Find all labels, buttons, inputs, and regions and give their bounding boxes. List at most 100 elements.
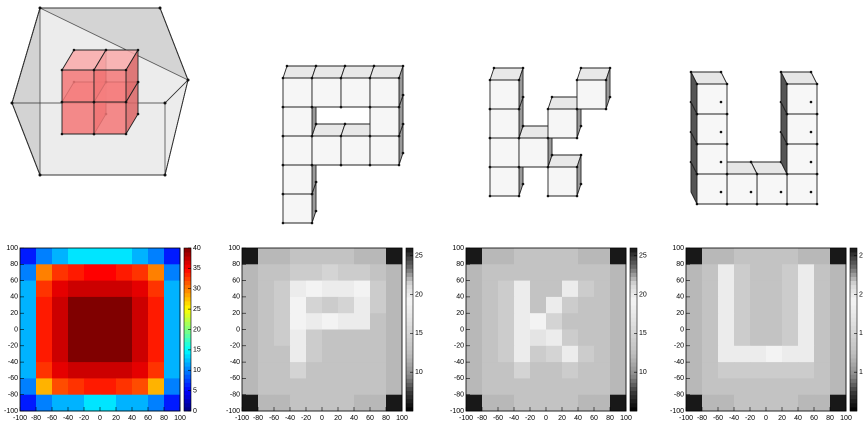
heat-cell <box>164 362 180 379</box>
vertex <box>547 166 550 169</box>
cube-front <box>697 84 727 114</box>
colorbar-step <box>184 256 191 260</box>
cube-front <box>519 138 548 167</box>
heat-cell <box>718 395 734 412</box>
x-tick-label: -20 <box>745 415 755 422</box>
heat-cell <box>322 378 338 395</box>
heat-cell <box>594 281 610 298</box>
heat-cell <box>68 362 84 379</box>
colorbar-step <box>406 382 413 386</box>
colorbar-step <box>184 321 191 325</box>
heat-cell <box>20 362 36 379</box>
heat-cell <box>338 330 354 347</box>
heat-cell <box>290 313 306 330</box>
heat-cell <box>338 395 354 412</box>
vertex <box>726 83 729 86</box>
colorbar-step <box>406 325 413 329</box>
y-tick-label: 20 <box>676 310 684 317</box>
heat-cell <box>386 346 402 363</box>
x-tick-label: 40 <box>350 415 358 422</box>
heat-cell <box>798 313 814 330</box>
heat-cell <box>562 248 578 265</box>
heat-cell <box>164 248 180 265</box>
colorbar-step <box>850 260 857 264</box>
y-tick-label: -80 <box>454 392 464 399</box>
heat-cell <box>370 346 386 363</box>
heat-cell <box>370 395 386 412</box>
vertex <box>398 135 401 138</box>
vertex <box>576 79 579 82</box>
y-tick-label: 0 <box>236 326 240 333</box>
vertex <box>720 191 723 194</box>
vertex <box>315 65 318 68</box>
colorbar-step <box>406 374 413 378</box>
heat-cell <box>306 378 322 395</box>
heat-cell <box>306 281 322 298</box>
heat-cell <box>610 313 626 330</box>
vertex <box>551 96 554 99</box>
heat-cell <box>830 248 846 265</box>
heat-cell <box>164 378 180 395</box>
heat-cell <box>354 297 370 314</box>
vertex <box>726 143 729 146</box>
heat-cell <box>610 281 626 298</box>
cube-front <box>697 114 727 144</box>
colorbar-step <box>184 289 191 293</box>
colorbar-step <box>850 305 857 309</box>
colorbar-step <box>184 362 191 366</box>
heat-cell <box>514 264 530 281</box>
heat-cell <box>52 313 68 330</box>
heat-cell <box>610 330 626 347</box>
colorbar-step <box>406 256 413 260</box>
heat-cell <box>578 346 594 363</box>
vertex <box>720 71 723 74</box>
heat-cell <box>148 395 164 412</box>
cube-front <box>94 70 126 102</box>
heat-cell <box>132 297 148 314</box>
heat-cell <box>466 248 482 265</box>
x-tick-label: -80 <box>477 415 487 422</box>
colorbar-step <box>406 285 413 289</box>
heat-cell <box>610 248 626 265</box>
heat-cell <box>386 362 402 379</box>
colorbar-step <box>184 268 191 272</box>
vertex <box>609 96 612 99</box>
colorbar-step <box>184 272 191 276</box>
colorbar-step <box>630 382 637 386</box>
heat-cell <box>68 378 84 395</box>
heat-cell <box>84 395 100 412</box>
colorbar-step <box>406 260 413 264</box>
heat-cell <box>338 313 354 330</box>
x-tick-label: -60 <box>47 415 57 422</box>
heat-cell <box>322 346 338 363</box>
heat-cell <box>750 297 766 314</box>
colorbar-step <box>850 309 857 313</box>
heat-cell <box>734 281 750 298</box>
vertex <box>282 222 285 225</box>
colorbar-step <box>630 301 637 305</box>
vertex <box>402 152 405 155</box>
heat-cell <box>782 281 798 298</box>
heat-cell <box>52 346 68 363</box>
x-tick-label: 80 <box>826 415 834 422</box>
heat-cell <box>306 330 322 347</box>
heat-cell <box>782 264 798 281</box>
heat-cell <box>132 395 148 412</box>
heat-cell <box>322 330 338 347</box>
vertex <box>489 108 492 111</box>
colorbar-step <box>184 354 191 358</box>
x-tick-label: 20 <box>334 415 342 422</box>
heat-cell <box>100 362 116 379</box>
colorbar-step <box>850 313 857 317</box>
heat-cell <box>148 281 164 298</box>
heat-cell <box>258 264 274 281</box>
y-tick-label: 0 <box>14 326 18 333</box>
heat-cell <box>482 313 498 330</box>
heat-cell <box>766 362 782 379</box>
heat-cell <box>148 248 164 265</box>
vertex <box>489 79 492 82</box>
vertex <box>315 123 318 126</box>
heat-cell <box>36 313 52 330</box>
y-tick-label: -80 <box>674 392 684 399</box>
heat-cell <box>68 330 84 347</box>
